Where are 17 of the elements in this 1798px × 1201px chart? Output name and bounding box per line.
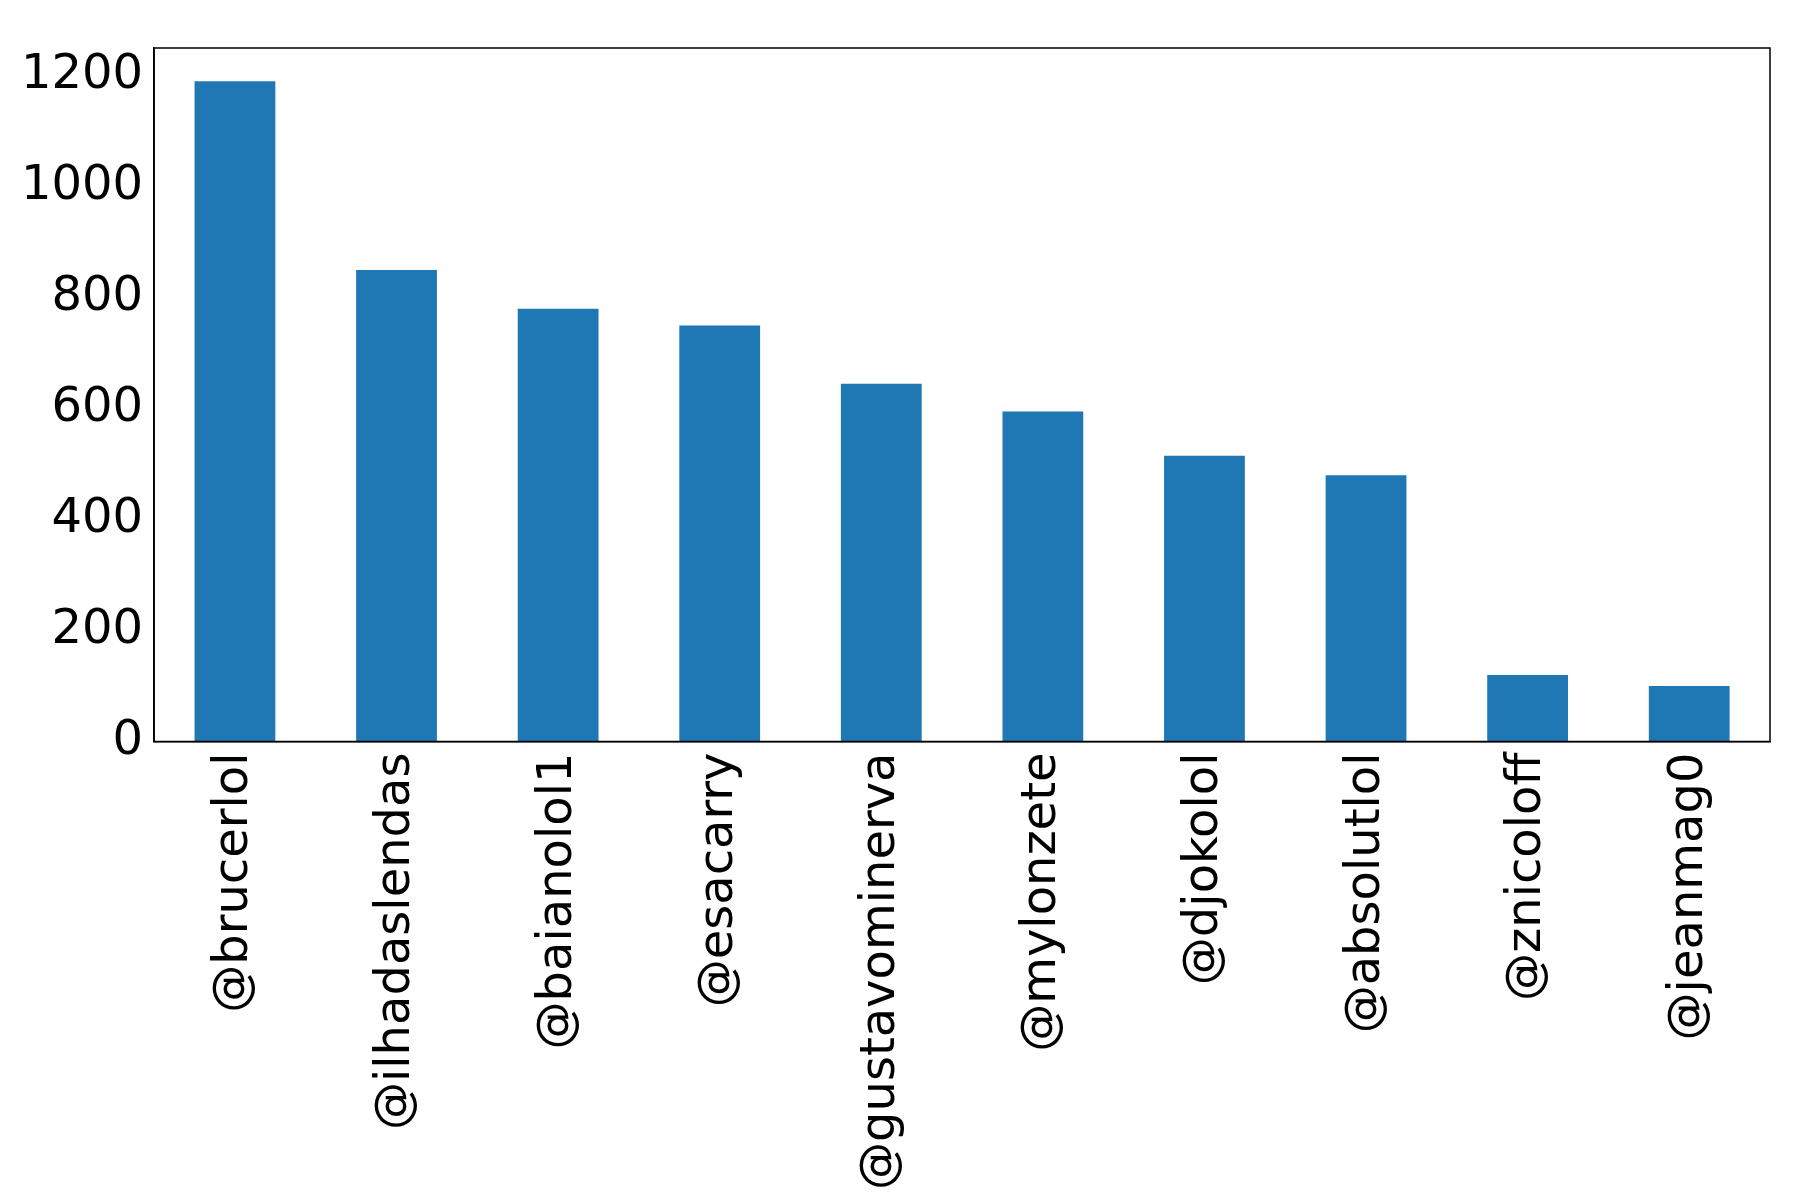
x-tick-label: @baianolol1 xyxy=(525,752,582,1050)
x-tick-label: @gustavominerva xyxy=(848,752,905,1191)
y-tick-label: 800 xyxy=(51,265,144,322)
y-tick-label: 400 xyxy=(51,487,144,544)
x-tick-label: @znicoloff xyxy=(1495,751,1552,1001)
x-tick-label: @esacarry xyxy=(687,752,744,1008)
x-tick-label: @mylonzete xyxy=(1010,752,1067,1052)
x-tick-label: @absolutlol xyxy=(1333,752,1390,1034)
x-tick-label: @jeanmag0 xyxy=(1656,752,1713,1041)
y-tick-label: 1000 xyxy=(21,154,144,211)
y-tick-label: 0 xyxy=(112,708,144,765)
x-tick-label: @djokolol xyxy=(1171,752,1228,986)
y-tick-label: 1200 xyxy=(21,43,144,100)
y-tick-label: 200 xyxy=(51,598,144,654)
x-tick-label: @brucerlol xyxy=(202,752,259,1013)
x-tick-label: @ilhadaslendas xyxy=(364,752,420,1131)
y-tick-label: 600 xyxy=(51,376,144,433)
